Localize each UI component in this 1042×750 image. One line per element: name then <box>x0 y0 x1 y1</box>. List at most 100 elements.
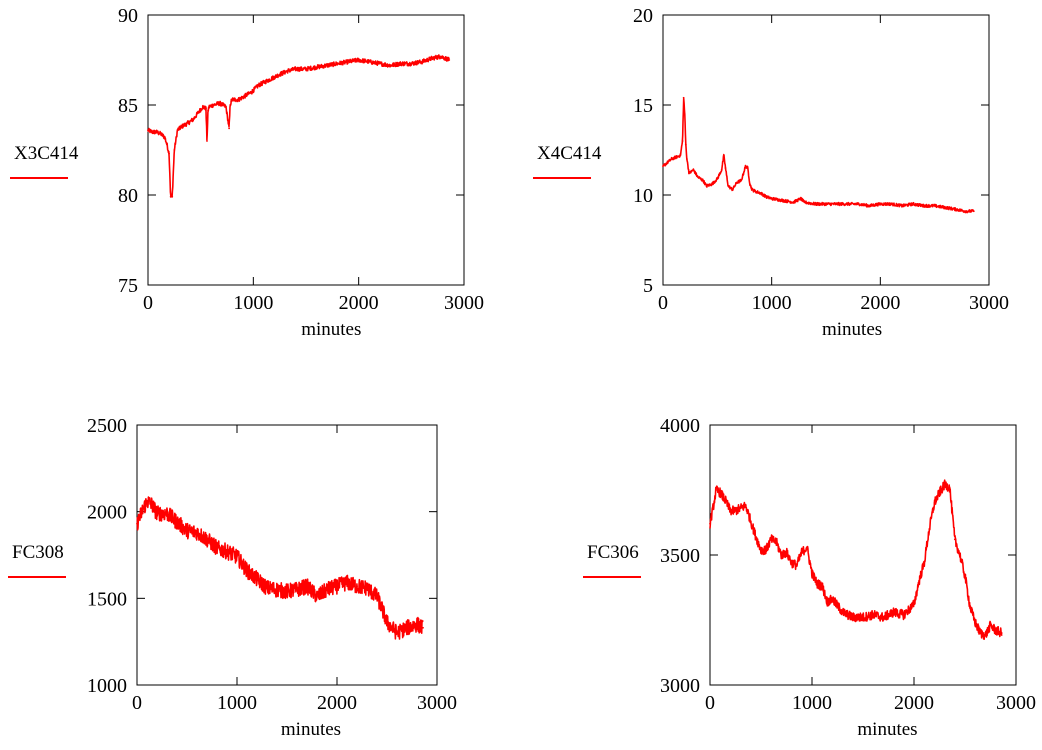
data-point <box>315 66 318 69</box>
data-point <box>765 195 768 198</box>
data-point <box>305 68 307 70</box>
y-tick-label: 15 <box>633 95 653 117</box>
x-tick-label: 3000 <box>444 292 484 314</box>
x-tick-label: 0 <box>143 292 153 314</box>
data-point <box>816 582 818 585</box>
data-point <box>882 616 885 619</box>
data-point <box>141 510 143 513</box>
data-point <box>176 521 178 523</box>
data-point <box>890 203 893 205</box>
data-point <box>825 203 827 205</box>
data-point <box>974 621 977 624</box>
chart-2: 0 1000 2000 30001000150020002500minutesFC30… <box>8 415 457 740</box>
data-point <box>814 203 817 205</box>
legend-label: X4C414 <box>537 143 602 164</box>
data-point <box>155 131 158 133</box>
series-line <box>662 97 975 214</box>
data-point <box>399 62 402 65</box>
data-point <box>420 60 423 63</box>
x-tick-label: 2000 <box>894 692 934 714</box>
data-point <box>872 613 875 616</box>
data-point <box>316 595 318 598</box>
data-point <box>709 522 711 525</box>
data-point <box>386 621 388 624</box>
data-point <box>928 528 931 530</box>
data-point <box>268 78 271 81</box>
data-point <box>151 131 154 133</box>
series-line <box>136 496 424 640</box>
data-point <box>225 105 227 108</box>
data-point <box>959 554 961 556</box>
data-point <box>192 118 195 121</box>
data-point <box>357 59 360 61</box>
plot-frame <box>136 424 438 686</box>
data-point <box>366 587 368 589</box>
x-tick-label: 2000 <box>317 692 357 714</box>
data-point <box>722 154 725 157</box>
data-point <box>760 548 762 551</box>
data-point <box>851 616 854 619</box>
data-point <box>306 585 308 588</box>
series-line <box>709 479 1003 640</box>
data-point <box>169 195 172 198</box>
data-point <box>739 507 742 510</box>
data-point <box>729 509 732 512</box>
data-point <box>197 111 200 114</box>
data-point <box>146 500 148 503</box>
data-point <box>944 206 947 209</box>
data-point <box>922 204 925 207</box>
x-tick-label: 3000 <box>996 692 1036 714</box>
data-point <box>751 188 754 191</box>
x-tick-label: 3000 <box>417 692 457 714</box>
x-axis-label: minutes <box>281 719 341 740</box>
data-point <box>675 156 677 159</box>
data-point <box>212 104 215 106</box>
data-point <box>711 183 713 186</box>
data-point <box>964 574 966 577</box>
data-point <box>216 547 218 549</box>
data-point <box>166 143 168 146</box>
data-point <box>948 486 951 489</box>
data-point <box>686 158 688 160</box>
data-point <box>775 541 778 543</box>
data-point <box>173 149 176 151</box>
x-tick-label: 0 <box>658 292 668 314</box>
data-point <box>688 172 690 175</box>
series-line <box>147 54 450 198</box>
data-point <box>356 585 358 588</box>
data-point <box>901 204 903 207</box>
x-tick-label: 2000 <box>339 292 379 314</box>
data-point <box>800 197 802 200</box>
data-point <box>749 183 751 186</box>
data-point <box>785 551 788 554</box>
data-point <box>368 60 371 63</box>
data-point <box>276 588 278 591</box>
data-point <box>955 208 958 211</box>
data-point <box>229 104 232 106</box>
data-point <box>790 561 793 564</box>
data-point <box>719 491 722 494</box>
data-point <box>381 607 383 610</box>
data-point <box>406 626 408 629</box>
y-tick-label: 75 <box>118 275 138 297</box>
data-point <box>759 192 762 195</box>
data-point <box>879 203 882 205</box>
x-tick-label: 1000 <box>217 692 257 714</box>
data-point <box>831 598 834 601</box>
data-point <box>696 176 699 178</box>
data-point <box>715 489 718 491</box>
data-point <box>236 555 238 558</box>
data-point <box>953 538 956 541</box>
data-point <box>913 603 915 606</box>
data-point <box>439 55 442 58</box>
data-point <box>835 203 838 205</box>
data-point <box>892 611 895 614</box>
data-point <box>278 73 281 76</box>
y-tick-label: 90 <box>118 5 138 27</box>
data-point <box>702 179 705 182</box>
data-point <box>979 632 982 634</box>
data-point <box>765 548 767 551</box>
data-point <box>180 125 183 128</box>
data-point <box>826 600 829 603</box>
